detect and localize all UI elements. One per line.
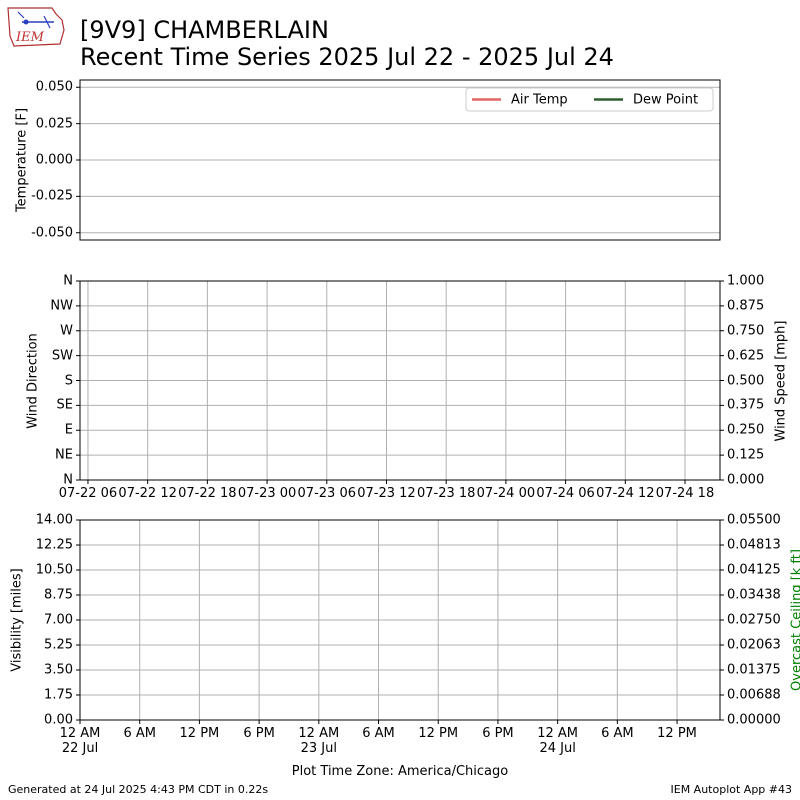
y2-axis-label: Wind Speed [mph]: [773, 320, 789, 441]
plot-frame: [79, 79, 721, 241]
x-tick-label: 07-22 06: [58, 486, 118, 501]
x-tick-label: 07-22 12: [118, 486, 177, 501]
logo: [7, 7, 65, 47]
x-tick-label: 07-22 18: [178, 486, 237, 501]
y-tick-label: S: [64, 373, 73, 388]
legend-box: [465, 87, 714, 112]
y-tick-label: 0.025: [35, 116, 73, 132]
y-tick-label: 0.00: [44, 712, 73, 728]
x-tick-label: 07-24 18: [655, 486, 715, 501]
y-tick-label: 1.75: [44, 687, 73, 703]
y-tick-label: 0.000: [35, 152, 73, 168]
y2-tick-label: 0.00000: [727, 712, 781, 728]
x-tick-label: 07-24 06: [536, 486, 595, 501]
y-axis-label: Temperature [F]: [14, 107, 30, 213]
x-tick-label: 12 PM: [418, 726, 459, 741]
y-tick-label: 7.00: [44, 612, 73, 628]
plot-frame: [79, 519, 721, 721]
x-tick-label: 07-23 00: [237, 486, 297, 501]
y2-tick-label: 0.02063: [727, 637, 781, 653]
y2-tick-label: 0.625: [727, 348, 765, 364]
x-tick-label: 12 PM: [657, 726, 697, 741]
y-tick-label: W: [60, 323, 73, 339]
y-tick-label: N: [63, 472, 73, 488]
y-tick-label: N: [63, 273, 73, 289]
x-axis-label: Plot Time Zone: America/Chicago: [291, 764, 509, 779]
x-tick-label: 12 AM 22 Jul: [59, 726, 101, 756]
y2-axis-label: Overcast Ceiling [k ft]: [789, 549, 800, 691]
y-axis-label: Wind Direction: [25, 332, 41, 429]
y-tick-label: 10.50: [35, 562, 73, 578]
y-tick-label: 14.00: [35, 512, 73, 528]
footer-left: Generated at 24 Jul 2025 4:43 PM CDT in …: [8, 783, 269, 796]
y2-tick-label: 0.00688: [727, 687, 781, 703]
y-tick-label: SE: [56, 397, 73, 413]
y2-tick-label: 0.000: [727, 472, 765, 488]
x-tick-label: 6 PM: [243, 726, 275, 741]
legend-label: Dew Point: [633, 92, 699, 107]
plot-frame: [79, 280, 721, 481]
y2-tick-label: 0.03438: [727, 587, 781, 603]
y2-tick-label: 0.750: [727, 323, 765, 339]
logo-text: IEM: [16, 30, 44, 45]
y2-tick-label: 0.04813: [727, 537, 781, 553]
y-tick-label: SW: [51, 348, 73, 364]
y-tick-label: -0.025: [31, 188, 73, 204]
y2-tick-label: 0.875: [727, 298, 765, 314]
y-tick-label: NW: [50, 298, 73, 314]
y2-tick-label: 1.000: [727, 273, 765, 289]
y2-tick-label: 0.250: [727, 422, 765, 438]
y2-tick-label: 0.500: [727, 373, 765, 388]
legend-label: Air Temp: [511, 92, 568, 107]
y-tick-label: 5.25: [44, 637, 73, 653]
y-tick-label: 12.25: [35, 537, 73, 553]
footer-right: IEM Autoplot App #43: [670, 783, 793, 796]
y2-tick-label: 0.05500: [727, 512, 781, 528]
y2-tick-label: 0.125: [727, 447, 765, 463]
x-tick-label: 07-24 00: [476, 486, 536, 501]
x-tick-label: 6 AM: [362, 726, 395, 741]
x-tick-label: 07-24 12: [596, 486, 655, 501]
x-tick-label: 12 AM 23 Jul: [298, 726, 340, 756]
x-tick-label: 07-23 18: [416, 486, 476, 501]
y2-tick-label: 0.375: [727, 397, 765, 413]
y-tick-label: -0.050: [31, 225, 73, 241]
y-tick-label: 8.75: [44, 587, 73, 603]
x-tick-label: 6 PM: [482, 726, 514, 741]
y2-tick-label: 0.01375: [727, 662, 781, 678]
x-tick-label: 12 PM: [179, 726, 220, 741]
y2-tick-label: 0.04125: [727, 562, 781, 578]
y-tick-label: E: [64, 422, 73, 438]
y-tick-label: NE: [55, 447, 73, 463]
y2-tick-label: 0.02750: [727, 612, 781, 628]
x-tick-label: 6 AM: [601, 726, 634, 741]
x-tick-label: 12 AM 24 Jul: [537, 726, 579, 756]
x-tick-label: 07-23 12: [357, 486, 416, 501]
y-tick-label: 0.050: [35, 79, 73, 95]
y-tick-label: 3.50: [44, 662, 73, 678]
x-tick-label: 07-23 06: [297, 486, 356, 501]
title: [9V9] CHAMBERLAIN: [80, 16, 329, 44]
subtitle: Recent Time Series 2025 Jul 22 - 2025 Ju…: [80, 43, 614, 71]
y-axis-label: Visibility [miles]: [9, 568, 25, 672]
x-tick-label: 6 AM: [123, 726, 156, 741]
